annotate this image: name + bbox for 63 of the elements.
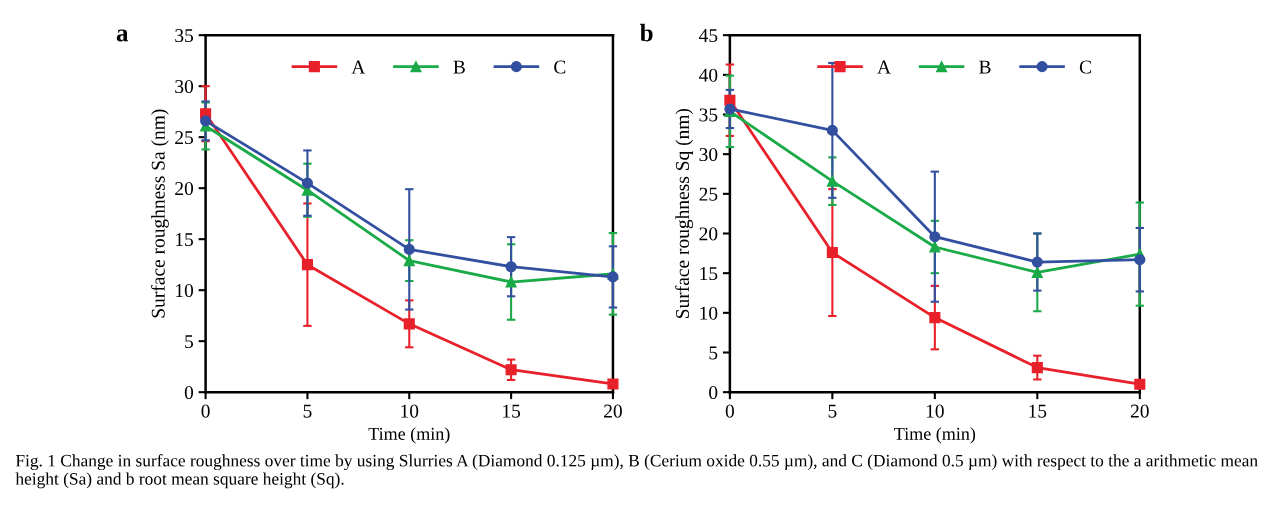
x-tick-label: 0 (201, 404, 210, 418)
point (1031, 256, 1043, 268)
point (929, 241, 941, 253)
point (1134, 378, 1146, 390)
y-tick-label: 0 (184, 385, 194, 400)
point (1031, 362, 1043, 374)
point (403, 255, 415, 267)
y-tick-label: 35 (699, 108, 718, 122)
x-tick-label: 10 (401, 404, 419, 418)
x-axis-title: Time (min) (368, 427, 450, 444)
y-tick-label: 35 (175, 29, 194, 43)
point (1134, 254, 1146, 266)
y-tick-label: 25 (699, 187, 718, 201)
y-tick-label: 20 (699, 227, 718, 241)
legend-label: C (554, 60, 566, 74)
point (403, 318, 415, 330)
point (929, 312, 941, 324)
y-tick-label: 40 (699, 68, 718, 82)
x-tick-label: 20 (604, 404, 622, 418)
y-tick-label: 10 (176, 283, 194, 298)
y-axis-title: Surface roughness Sa (nm) (150, 109, 169, 318)
y-tick-label: 25 (175, 131, 194, 145)
legend-label: C (1079, 60, 1091, 74)
legend-label: A (877, 60, 891, 74)
x-axis-title: Time (min) (894, 427, 976, 444)
legend-label: B (979, 60, 991, 74)
y-tick-label: 45 (699, 29, 718, 43)
y-tick-label: 15 (700, 267, 718, 281)
caption: Fig. 1 Change in surface roughness over time by using Slurries A (Diamond 0.125 µm), B (Cerium oxide 0.55 µm), and C (Diamond 0.5 µm) with respect to the a arithmetic mean height (Sa) and b root mean square height (Sq). (15, 454, 1258, 489)
x-tick-label: 5 (828, 404, 837, 418)
point (200, 115, 212, 127)
y-tick-label: 5 (709, 346, 718, 360)
x-tick-label: 15 (1029, 404, 1047, 418)
point (826, 175, 838, 187)
x-tick-label: 20 (1130, 404, 1149, 418)
x-tick-label: 5 (303, 404, 312, 418)
point (929, 231, 941, 243)
point (301, 259, 313, 271)
x-tick-label: 10 (926, 404, 944, 418)
y-tick-label: 20 (175, 181, 194, 196)
legend-label: A (351, 60, 366, 74)
chart-title: b (640, 23, 653, 42)
point (505, 276, 517, 288)
point (826, 246, 838, 259)
point (403, 243, 415, 255)
legend-label: B (453, 60, 465, 74)
chart-title: a (116, 29, 129, 42)
y-tick-label: 10 (700, 306, 718, 320)
x-tick-label: 0 (725, 404, 734, 418)
x-tick-label: 15 (503, 404, 521, 418)
point (607, 378, 619, 390)
y-tick-label: 0 (709, 385, 718, 400)
y-axis-title: Surface roughness Sq (nm) (675, 108, 694, 318)
y-tick-label: 30 (175, 79, 194, 94)
point (826, 124, 838, 136)
y-tick-label: 15 (176, 233, 194, 247)
point (301, 177, 313, 189)
y-tick-label: 30 (699, 147, 718, 162)
point (607, 271, 619, 283)
point (505, 261, 517, 273)
y-tick-label: 5 (185, 335, 194, 349)
point (505, 364, 517, 376)
point (1031, 266, 1043, 278)
